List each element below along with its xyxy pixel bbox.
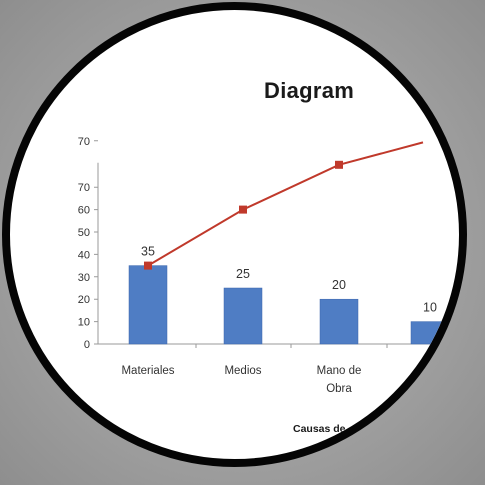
x-axis-title: Causas de	[293, 423, 346, 435]
chart-title: Diagram	[264, 78, 355, 103]
y-tick-label: 60	[78, 205, 90, 217]
bar	[223, 287, 263, 345]
data-label: 25	[236, 267, 250, 281]
y-tick-label: 20	[78, 294, 90, 306]
cumulative-point	[335, 160, 343, 169]
y-tick-label: 0	[84, 339, 90, 351]
pareto-chart: 0 10 20 30 40 50 60 70 70 35 25 20 10 Materiales Medio…	[78, 136, 459, 395]
data-label: 20	[332, 278, 346, 292]
circular-frame: 0 10 20 30 40 50 60 70 70 35 25 20 10 Materiales Medio…	[2, 2, 467, 467]
y-tick-label: 40	[78, 249, 90, 261]
y-tick-label: 10	[78, 317, 90, 329]
bar	[319, 298, 359, 345]
bar	[410, 321, 450, 345]
y-tick-label: 70	[78, 136, 90, 148]
category-label: Mano de Obra	[317, 365, 362, 395]
data-label: 10	[423, 301, 437, 315]
cumulative-point	[239, 205, 247, 214]
data-label: 35	[141, 245, 155, 259]
y-tick-label: 70	[78, 182, 90, 194]
category-label: Materiales	[121, 365, 174, 377]
category-label: Medios	[224, 365, 261, 377]
cumulative-line	[147, 141, 424, 267]
y-tick-label: 30	[78, 272, 90, 284]
y-tick-label: 50	[78, 227, 90, 239]
category-label: M	[425, 365, 435, 377]
bar	[128, 265, 168, 345]
cumulative-point	[144, 261, 152, 270]
